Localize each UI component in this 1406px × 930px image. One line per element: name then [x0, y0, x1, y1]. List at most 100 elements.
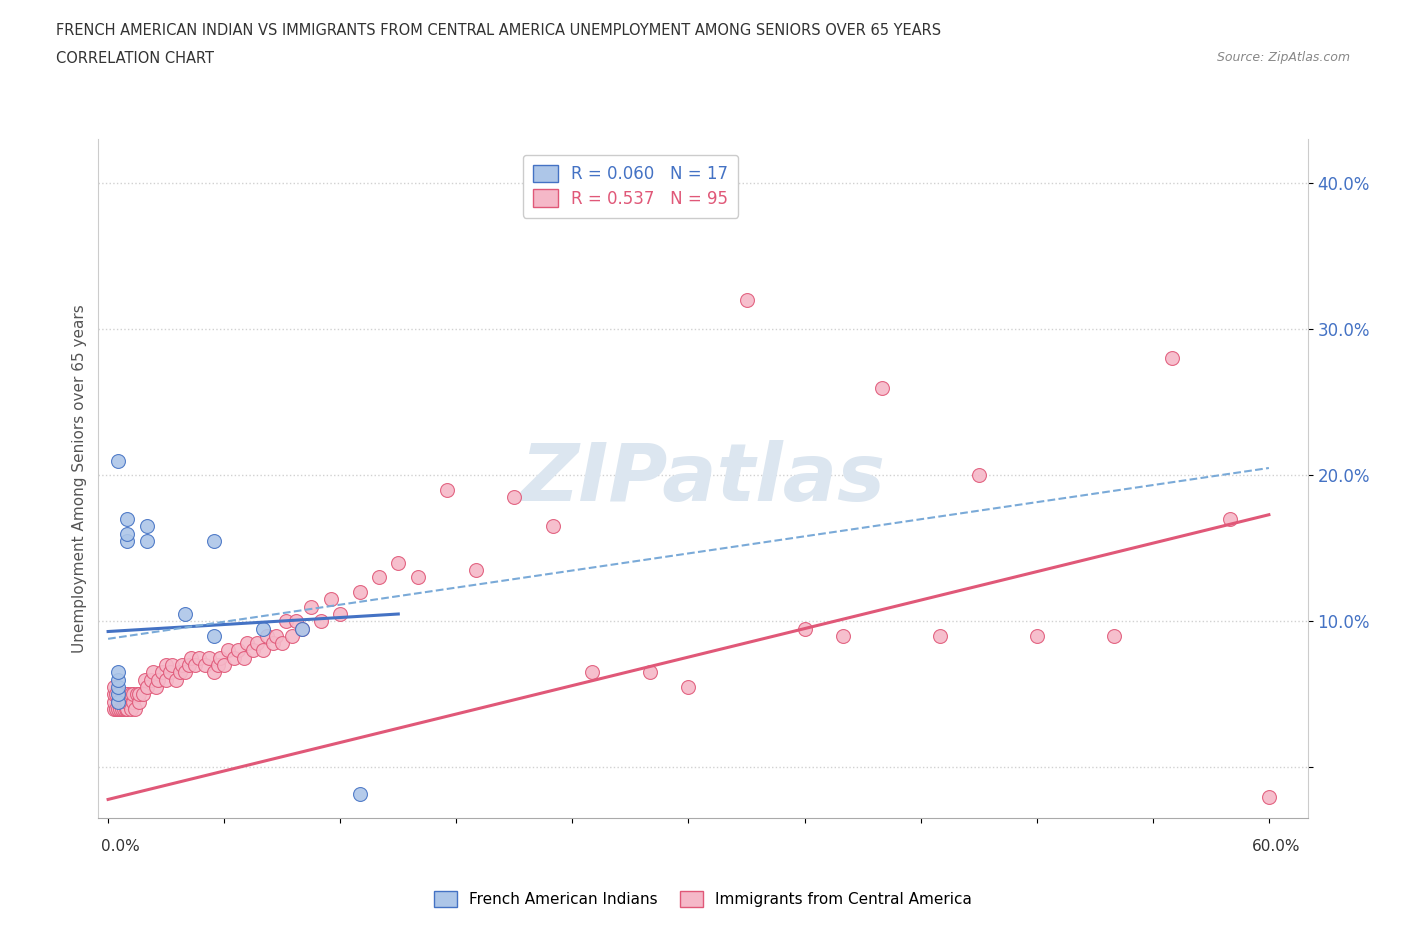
- Point: [349, 585, 371, 600]
- Point: [165, 672, 187, 687]
- Point: [793, 621, 815, 636]
- Point: [319, 592, 342, 607]
- Text: FRENCH AMERICAN INDIAN VS IMMIGRANTS FROM CENTRAL AMERICA UNEMPLOYMENT AMONG SEN: FRENCH AMERICAN INDIAN VS IMMIGRANTS FRO…: [56, 23, 942, 38]
- Point: [309, 614, 332, 629]
- Point: [1102, 629, 1125, 644]
- Point: [135, 534, 157, 549]
- Point: [735, 293, 758, 308]
- Point: [184, 658, 207, 672]
- Point: [107, 680, 129, 695]
- Point: [120, 701, 142, 716]
- Point: [204, 534, 226, 549]
- Point: [107, 687, 129, 702]
- Point: [252, 643, 274, 658]
- Point: [124, 701, 146, 716]
- Point: [436, 483, 458, 498]
- Point: [290, 621, 312, 636]
- Point: [180, 650, 202, 665]
- Point: [1025, 629, 1047, 644]
- Legend: French American Indians, Immigrants from Central America: French American Indians, Immigrants from…: [427, 884, 979, 913]
- Point: [271, 636, 294, 651]
- Point: [929, 629, 952, 644]
- Point: [638, 665, 661, 680]
- Point: [246, 636, 269, 651]
- Point: [117, 534, 139, 549]
- Point: [188, 650, 211, 665]
- Point: [155, 658, 177, 672]
- Point: [107, 453, 129, 468]
- Point: [112, 687, 135, 702]
- Point: [252, 621, 274, 636]
- Point: [207, 658, 229, 672]
- Point: [368, 570, 391, 585]
- Point: [142, 665, 165, 680]
- Point: [155, 672, 177, 687]
- Text: 60.0%: 60.0%: [1253, 839, 1301, 854]
- Point: [134, 672, 156, 687]
- Point: [541, 519, 564, 534]
- Point: [122, 694, 145, 709]
- Point: [117, 512, 139, 526]
- Point: [262, 636, 284, 651]
- Point: [117, 694, 139, 709]
- Point: [197, 650, 219, 665]
- Text: Source: ZipAtlas.com: Source: ZipAtlas.com: [1216, 51, 1350, 64]
- Point: [174, 665, 197, 680]
- Point: [232, 650, 254, 665]
- Point: [349, 786, 371, 801]
- Point: [107, 694, 129, 709]
- Point: [111, 687, 134, 702]
- Point: [299, 599, 322, 614]
- Point: [204, 665, 226, 680]
- Point: [204, 629, 226, 644]
- Point: [274, 614, 297, 629]
- Y-axis label: Unemployment Among Seniors over 65 years: Unemployment Among Seniors over 65 years: [72, 305, 87, 653]
- Point: [112, 701, 135, 716]
- Point: [114, 701, 136, 716]
- Point: [108, 701, 131, 716]
- Point: [107, 694, 129, 709]
- Point: [290, 621, 312, 636]
- Point: [117, 687, 139, 702]
- Text: 0.0%: 0.0%: [101, 839, 141, 854]
- Point: [678, 680, 700, 695]
- Point: [1161, 351, 1184, 365]
- Point: [107, 665, 129, 680]
- Point: [170, 658, 193, 672]
- Point: [108, 687, 131, 702]
- Point: [236, 636, 259, 651]
- Point: [284, 614, 307, 629]
- Point: [387, 555, 409, 570]
- Point: [122, 687, 145, 702]
- Point: [128, 694, 150, 709]
- Point: [114, 687, 136, 702]
- Point: [145, 680, 167, 695]
- Point: [967, 468, 990, 483]
- Point: [1257, 789, 1279, 804]
- Point: [217, 643, 239, 658]
- Point: [266, 629, 288, 644]
- Point: [174, 606, 197, 621]
- Point: [128, 687, 150, 702]
- Point: [103, 687, 125, 702]
- Point: [103, 680, 125, 695]
- Point: [111, 701, 134, 716]
- Point: [464, 563, 486, 578]
- Point: [104, 687, 127, 702]
- Point: [117, 526, 139, 541]
- Text: CORRELATION CHART: CORRELATION CHART: [56, 51, 214, 66]
- Point: [226, 643, 249, 658]
- Point: [107, 701, 129, 716]
- Point: [148, 672, 170, 687]
- Point: [139, 672, 162, 687]
- Point: [132, 687, 155, 702]
- Point: [135, 680, 157, 695]
- Point: [135, 519, 157, 534]
- Point: [194, 658, 217, 672]
- Point: [832, 629, 855, 644]
- Point: [503, 490, 526, 505]
- Point: [256, 629, 278, 644]
- Point: [107, 672, 129, 687]
- Point: [150, 665, 173, 680]
- Point: [870, 380, 893, 395]
